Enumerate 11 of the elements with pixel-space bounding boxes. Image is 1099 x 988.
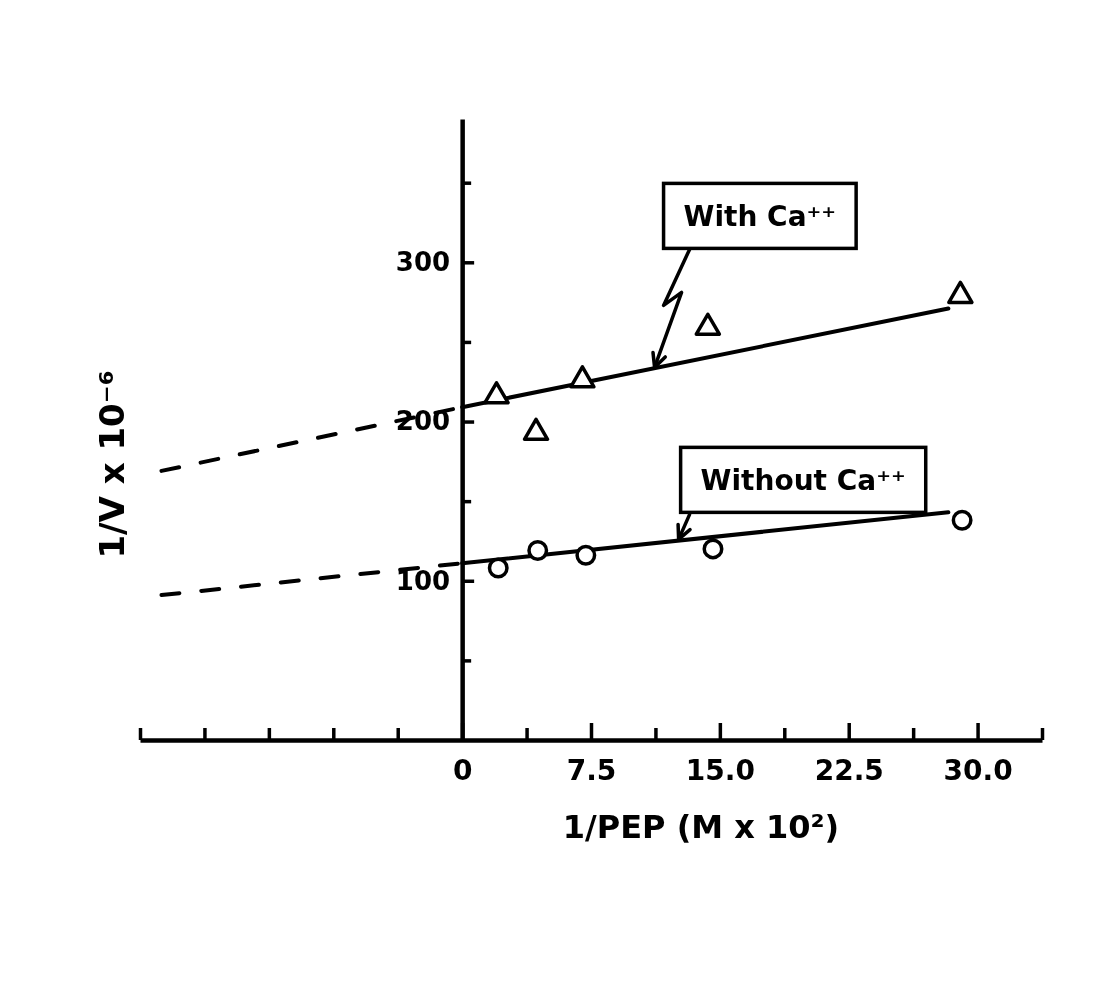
x-tick-label: 0 bbox=[452, 753, 473, 787]
annotation: With Ca⁺⁺ bbox=[683, 199, 837, 233]
x-tick-label: 30.0 bbox=[943, 753, 1013, 787]
annotation: Without Ca⁺⁺ bbox=[700, 463, 906, 497]
x-axis-title: 1/PEP (M x 10²) bbox=[562, 808, 840, 846]
y-tick-label: 100 bbox=[395, 565, 451, 596]
y-axis-title: 1/V x 10⁻⁶ bbox=[92, 370, 132, 559]
x-tick-label: 15.0 bbox=[685, 753, 755, 787]
x-tick-label: 7.5 bbox=[566, 753, 617, 787]
y-tick-label: 300 bbox=[395, 247, 451, 278]
x-tick-label: 22.5 bbox=[814, 753, 884, 787]
